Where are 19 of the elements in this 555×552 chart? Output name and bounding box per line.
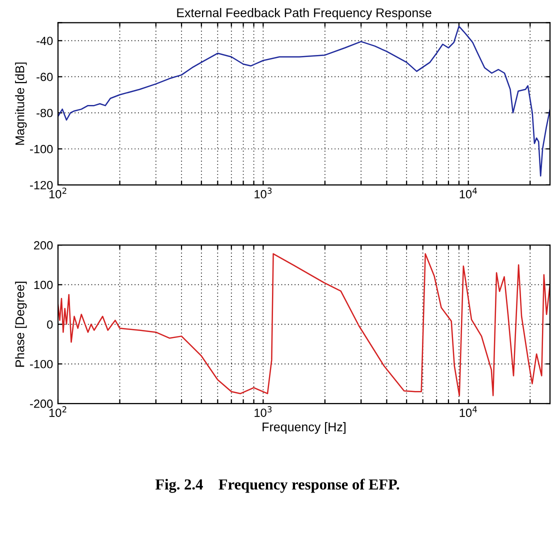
y-tick-label: 0 — [47, 320, 53, 329]
y-tick-label: 100 — [34, 280, 53, 290]
y-tick-label: 200 — [34, 241, 53, 250]
y-tick-label: -100 — [30, 144, 53, 154]
chart-title: External Feedback Path Frequency Response — [177, 8, 432, 20]
x-axis-title: Frequency [Hz] — [262, 422, 346, 434]
caption: Fig. 2.4 Frequency response of EFP. — [155, 478, 400, 493]
y-tick-label: -200 — [30, 400, 53, 408]
y-tick-label: -100 — [30, 360, 53, 368]
y-tick-label: -40 — [36, 36, 53, 46]
x-tick-label: 10$^{4}$ — [460, 188, 477, 198]
x-tick-label: 10$^{3}$ — [254, 188, 272, 198]
y-tick-label: -120 — [30, 180, 53, 190]
y-tick-label: -60 — [36, 72, 53, 82]
x-tick-label: 10$^{3}$ — [254, 406, 272, 417]
x-tick-label: 10$^{4}$ — [460, 406, 477, 417]
y-axis-title: Phase [Degree] — [15, 282, 27, 367]
y-axis-title: Magnitude [dB] — [15, 62, 27, 145]
y-tick-label: -80 — [36, 108, 53, 118]
